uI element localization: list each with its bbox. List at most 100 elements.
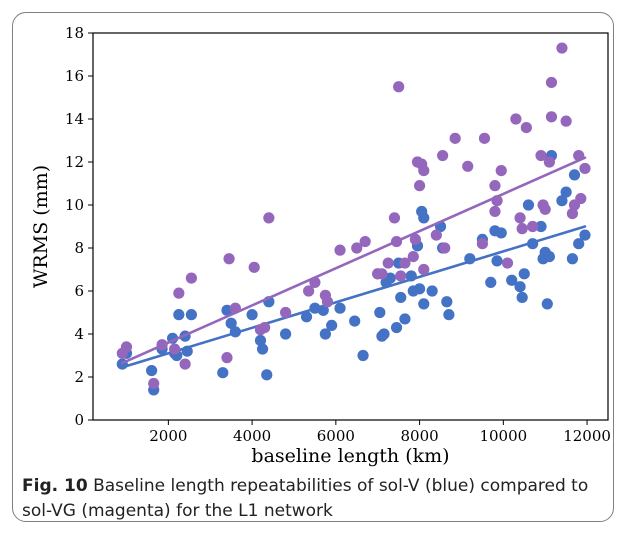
sol-vg-trend-line [121, 156, 587, 365]
sol-v-point [495, 227, 507, 239]
sol-vg-point [478, 132, 491, 144]
sol-v-point [485, 276, 497, 288]
sol-vg-point [303, 285, 315, 297]
sol-v-point [390, 321, 403, 334]
plot-frame [92, 32, 609, 421]
sol-v-point [256, 343, 269, 355]
x-tick-label: 12000 [563, 427, 611, 445]
sol-v-point [261, 369, 273, 381]
x-tick-label: 4000 [233, 427, 271, 445]
sol-v-point [426, 285, 438, 297]
sol-v-point [146, 364, 158, 377]
figure-caption: Fig. 10 Baseline length repeatabilities … [22, 474, 612, 524]
x-tick-label: 6000 [317, 427, 355, 445]
figure-frame [12, 12, 614, 522]
sol-v-point [568, 169, 581, 181]
sol-vg-point [382, 257, 394, 269]
sol-v-point [395, 291, 407, 304]
sol-v-point [541, 298, 553, 310]
sol-vg-point [516, 223, 528, 235]
sol-vg-point [185, 272, 197, 284]
sol-vg-point [560, 115, 572, 127]
sol-vg-point [579, 162, 591, 175]
sol-vg-point [173, 287, 185, 299]
sol-v-point [378, 328, 390, 340]
scatter-chart: 2000 4000 6000 8000 10000 12000 0 2 4 6 8 10 12 14 16 1… [30, 24, 611, 467]
sol-v-point [491, 255, 503, 267]
sol-vg-point [476, 238, 488, 250]
sol-v-point [566, 253, 579, 265]
sol-v-point [418, 212, 430, 224]
sol-v-point [221, 304, 233, 316]
sol-vg-point [169, 343, 181, 355]
sol-vg-point [489, 180, 501, 192]
sol-v-point [254, 334, 267, 347]
sol-v-point [319, 328, 331, 340]
x-tick-label: 10000 [479, 427, 527, 445]
sol-v-point [357, 349, 369, 362]
sol-v-point [334, 302, 346, 314]
sol-vg-point [545, 111, 558, 123]
sol-v-point [374, 306, 386, 319]
y-tick-label: 18 [65, 24, 84, 42]
sol-v-point [506, 274, 518, 286]
y-tick-label: 4 [74, 325, 84, 343]
sol-vg-point [395, 270, 407, 282]
sol-vg-point [439, 242, 451, 254]
sol-vg-point [545, 76, 558, 89]
sol-v-point [573, 238, 585, 250]
sol-v-point [185, 309, 197, 321]
y-tick-label: 14 [65, 110, 84, 128]
sol-vg-point [520, 122, 532, 134]
y-tick-label: 12 [65, 153, 84, 171]
plot-area: 2000 4000 6000 8000 10000 12000 0 2 4 6 8 10 12 14 16 1… [65, 24, 611, 445]
sol-vg-point [514, 212, 526, 224]
sol-vg-point [501, 257, 514, 269]
y-tick-label: 8 [74, 239, 84, 257]
sol-v-point [441, 296, 453, 308]
sol-v-point [556, 195, 568, 207]
sol-vg-point [418, 165, 430, 177]
y-tick-label: 0 [74, 411, 84, 429]
sol-vg-point [359, 235, 371, 248]
sol-vg-point [418, 263, 430, 276]
sol-vg-point [334, 244, 346, 256]
sol-v-point [173, 309, 185, 321]
sol-v-point [399, 313, 411, 325]
y-tick-label: 6 [74, 282, 84, 300]
sol-vg-point [510, 113, 522, 125]
sol-v-point [522, 199, 535, 211]
sol-v-point [543, 251, 555, 263]
sol-vg-point [120, 341, 133, 353]
sol-v-point [246, 309, 258, 321]
sol-v-point [418, 298, 430, 310]
sol-vg-point [248, 261, 260, 273]
sol-vg-point [351, 242, 363, 254]
sol-vg-point [535, 149, 547, 162]
sol-vg-point [413, 180, 426, 192]
sol-vg-point [399, 257, 411, 269]
sol-v-point [579, 229, 591, 241]
sol-vg-point [388, 212, 401, 224]
sol-vg-point [223, 253, 235, 265]
sol-vg-point [148, 377, 160, 390]
sol-vg-point [409, 233, 421, 245]
sol-v-point [217, 367, 229, 379]
sol-vg-point [376, 268, 388, 280]
sol-v-point [516, 291, 528, 304]
y-tick-label: 16 [65, 67, 84, 85]
sol-v-point [225, 317, 237, 329]
sol-vg-point [566, 208, 579, 220]
sol-v-point [514, 281, 526, 293]
y-axis-label: WRMS (mm) [30, 165, 52, 288]
sol-v-point [535, 220, 547, 233]
sol-vg-point [321, 296, 334, 308]
sol-v-point [443, 309, 455, 321]
y-tick-label: 10 [65, 196, 84, 214]
sol-vg-point [263, 212, 275, 224]
sol-vg-point [407, 251, 419, 263]
sol-vg-point [543, 156, 555, 168]
sol-vg-point [449, 132, 461, 144]
sol-vg-point [393, 81, 405, 93]
sol-vg-point [221, 352, 233, 364]
